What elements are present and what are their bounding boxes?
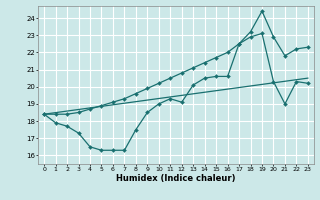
X-axis label: Humidex (Indice chaleur): Humidex (Indice chaleur) [116, 174, 236, 183]
